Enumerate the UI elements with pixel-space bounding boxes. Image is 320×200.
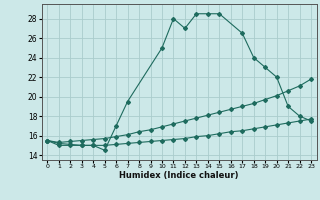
X-axis label: Humidex (Indice chaleur): Humidex (Indice chaleur) <box>119 171 239 180</box>
